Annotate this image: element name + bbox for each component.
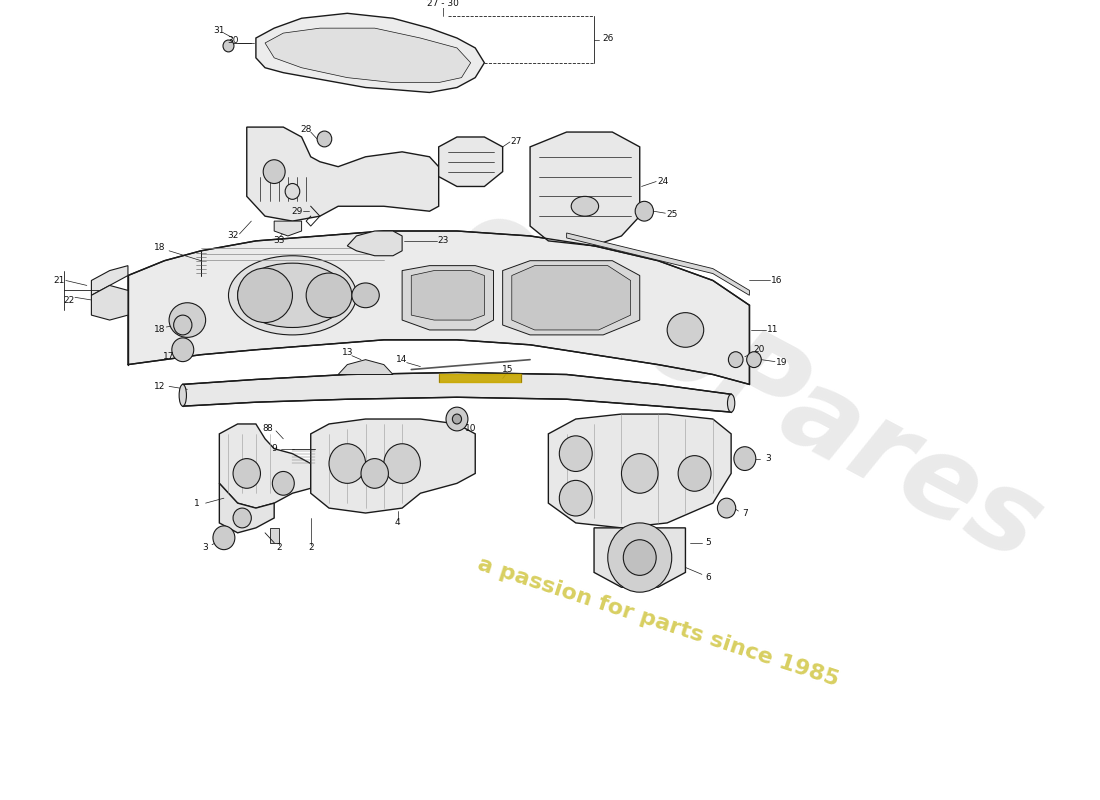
Ellipse shape [352,283,379,308]
Text: 31: 31 [213,26,226,34]
Polygon shape [348,231,403,256]
Text: 15: 15 [502,365,513,374]
Circle shape [608,523,672,592]
Text: 12: 12 [154,382,166,391]
Polygon shape [246,127,439,221]
Text: 26: 26 [602,34,614,42]
Polygon shape [530,132,640,246]
Circle shape [559,480,592,516]
Circle shape [263,160,285,183]
Text: 24: 24 [657,177,668,186]
Text: 23: 23 [438,236,449,246]
Text: 27 - 30: 27 - 30 [427,0,459,8]
Text: 28: 28 [300,125,312,134]
Text: 29: 29 [292,206,302,216]
Polygon shape [411,270,484,320]
Text: 11: 11 [767,326,778,334]
Polygon shape [594,528,685,587]
Circle shape [728,352,743,367]
Polygon shape [219,483,274,533]
Ellipse shape [727,394,735,412]
Ellipse shape [169,302,206,338]
Polygon shape [274,221,301,236]
Ellipse shape [238,268,293,322]
Circle shape [317,131,332,147]
Text: 21: 21 [54,276,65,285]
Polygon shape [338,360,393,374]
Polygon shape [310,419,475,513]
Text: 16: 16 [771,276,782,285]
Circle shape [285,183,300,199]
Circle shape [233,458,261,488]
Circle shape [273,471,295,495]
Text: 32: 32 [228,231,239,241]
Circle shape [559,436,592,471]
Circle shape [621,454,658,494]
Polygon shape [512,266,630,330]
Polygon shape [183,373,732,412]
Text: 25: 25 [666,210,678,218]
Text: 13: 13 [341,348,353,358]
Text: 18: 18 [154,243,166,252]
Text: a passion for parts since 1985: a passion for parts since 1985 [475,554,842,690]
Polygon shape [439,137,503,186]
Circle shape [635,202,653,221]
Ellipse shape [179,384,186,406]
Polygon shape [270,528,278,542]
Text: 30: 30 [228,35,239,45]
Polygon shape [503,261,640,335]
Text: 4: 4 [395,518,400,527]
Circle shape [747,352,761,367]
Ellipse shape [571,196,598,216]
Polygon shape [128,231,749,384]
Text: 2: 2 [308,543,314,552]
Circle shape [734,446,756,470]
Circle shape [384,444,420,483]
Text: 9: 9 [272,444,277,454]
Circle shape [452,414,462,424]
Ellipse shape [668,313,704,347]
Text: 17: 17 [163,352,175,361]
Circle shape [446,407,468,431]
Circle shape [678,456,711,491]
Text: 33: 33 [273,236,285,246]
Circle shape [174,315,191,335]
Text: 18: 18 [154,326,166,334]
Polygon shape [549,414,732,528]
Circle shape [361,458,388,488]
Polygon shape [566,233,749,295]
Text: 1: 1 [194,498,199,508]
Circle shape [717,498,736,518]
Text: 7: 7 [742,509,748,518]
Ellipse shape [238,263,348,327]
Polygon shape [219,424,310,508]
Polygon shape [256,14,484,93]
Text: 5: 5 [705,538,712,547]
Polygon shape [91,286,128,320]
Circle shape [624,540,657,575]
Text: 3: 3 [202,543,209,552]
Text: 22: 22 [63,296,74,305]
Ellipse shape [306,273,352,318]
Text: 6: 6 [705,573,712,582]
Text: 8: 8 [262,425,268,434]
Text: 20: 20 [752,346,764,354]
Text: 3: 3 [764,454,771,463]
Circle shape [223,40,234,52]
Polygon shape [91,266,128,295]
Text: euroPares: euroPares [438,183,1062,586]
Text: 8: 8 [266,425,273,434]
Text: 27: 27 [510,138,522,146]
Text: 10: 10 [465,425,476,434]
Text: 14: 14 [396,355,408,364]
Circle shape [329,444,365,483]
Ellipse shape [229,256,356,335]
Text: 19: 19 [776,358,788,367]
Circle shape [213,526,235,550]
Text: 2: 2 [276,543,282,552]
Circle shape [172,338,194,362]
Polygon shape [265,28,471,82]
Polygon shape [403,266,494,330]
Circle shape [233,508,251,528]
